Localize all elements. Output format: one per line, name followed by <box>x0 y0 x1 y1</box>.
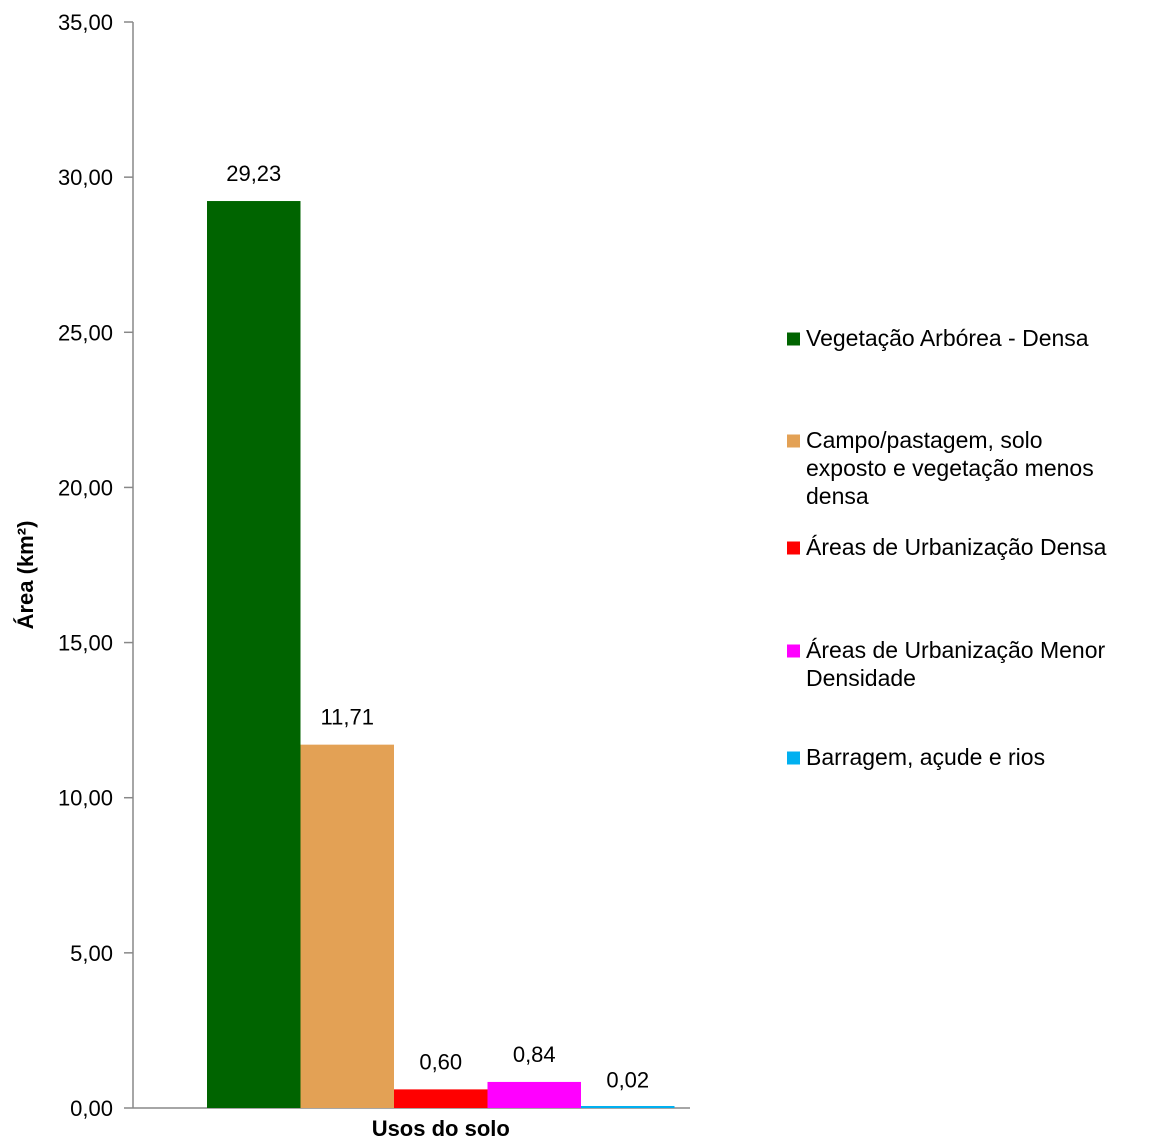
legend-swatch <box>787 751 800 765</box>
legend-item: Áreas de Urbanização Densa <box>787 534 1107 560</box>
legend-label: densa <box>806 483 869 509</box>
legend-label: Vegetação Arbórea - Densa <box>806 325 1089 351</box>
bar <box>487 1081 581 1108</box>
bar <box>581 1106 675 1108</box>
legend-label: Áreas de Urbanização Menor <box>806 637 1105 663</box>
legend-item: Vegetação Arbórea - Densa <box>787 325 1089 351</box>
y-tick-label: 20,00 <box>58 475 113 500</box>
bar <box>394 1089 488 1108</box>
data-label: 11,71 <box>321 705 374 730</box>
bar <box>207 201 301 1108</box>
data-label: 29,23 <box>226 161 281 186</box>
data-label: 0,84 <box>513 1042 556 1067</box>
y-tick-label: 0,00 <box>70 1096 113 1121</box>
y-tick-label: 30,00 <box>58 165 113 190</box>
y-tick-label: 35,00 <box>58 10 113 35</box>
legend-label: Densidade <box>806 665 916 691</box>
data-label: 0,02 <box>606 1067 649 1092</box>
legend-label: Barragem, açude e rios <box>806 744 1045 770</box>
bars <box>207 201 675 1108</box>
y-tick-label: 25,00 <box>58 320 113 345</box>
legend: Vegetação Arbórea - Densa Campo/pastagem,… <box>787 325 1107 770</box>
y-axis-title: Área (km²) <box>13 521 38 630</box>
legend-label: Campo/pastagem, solo <box>806 427 1043 453</box>
legend-swatch <box>787 541 800 555</box>
legend-swatch <box>787 332 800 346</box>
data-labels: 29,23 11,71 0,60 0,84 0,02 <box>226 161 649 1092</box>
y-tick-label: 10,00 <box>58 786 113 811</box>
y-tick-label: 5,00 <box>70 941 113 966</box>
y-tick-label: 15,00 <box>58 631 113 656</box>
bar <box>300 744 394 1108</box>
x-axis-title: Usos do solo <box>372 1116 510 1140</box>
legend-swatch <box>787 434 800 448</box>
legend-label: Áreas de Urbanização Densa <box>806 534 1107 560</box>
legend-label: exposto e vegetação menos <box>806 455 1094 481</box>
legend-swatch <box>787 644 800 658</box>
legend-item: Barragem, açude e rios <box>787 744 1045 770</box>
data-label: 0,60 <box>419 1049 462 1074</box>
